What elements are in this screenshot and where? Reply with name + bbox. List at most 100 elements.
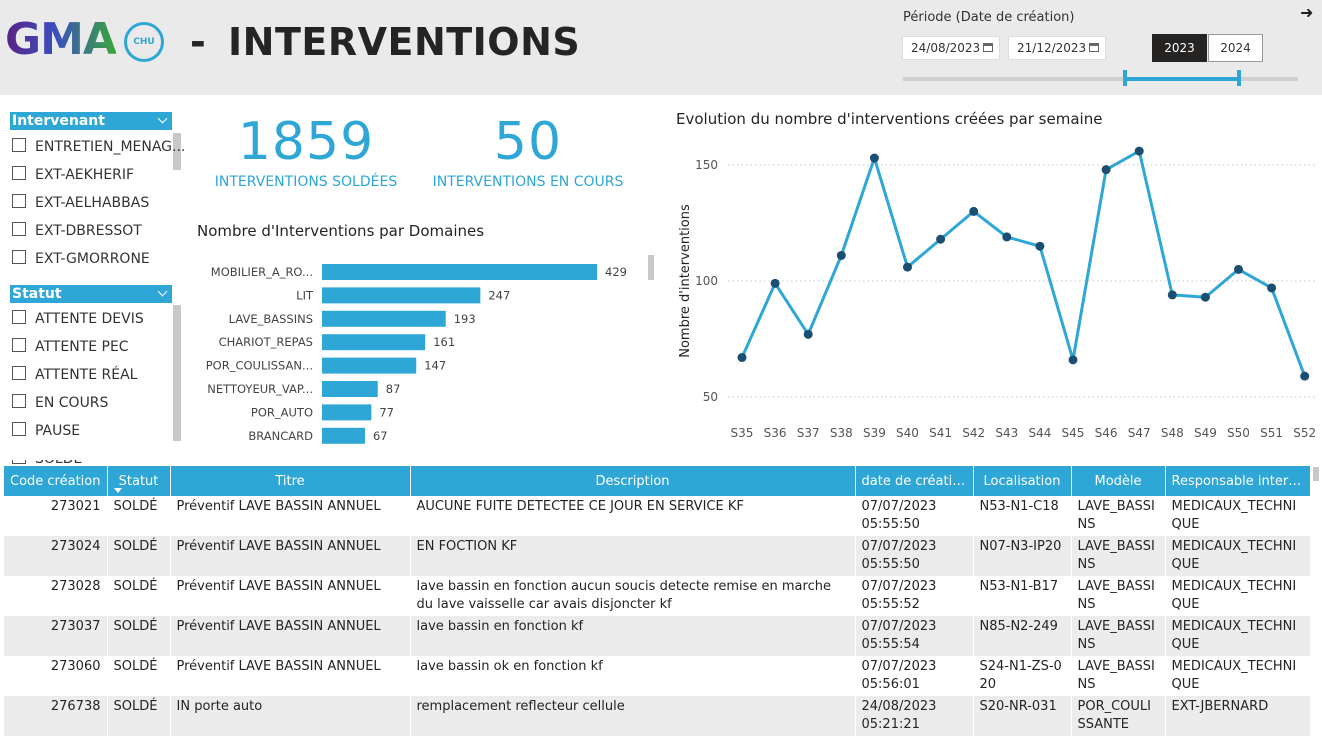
column-header[interactable]: Localisation bbox=[973, 466, 1072, 496]
table-row[interactable]: 276738 SOLDÉ IN porte auto remplacement ref… bbox=[4, 696, 1311, 736]
date-end[interactable]: 21/12/2023 bbox=[1008, 36, 1106, 60]
line-marker[interactable] bbox=[903, 262, 912, 272]
page-title: INTERVENTIONS bbox=[228, 20, 581, 64]
bar[interactable] bbox=[322, 310, 446, 327]
line-marker[interactable] bbox=[1002, 232, 1012, 242]
column-header[interactable]: Modèle bbox=[1071, 466, 1166, 496]
y-tick-label: 100 bbox=[695, 274, 718, 288]
column-header[interactable]: Responsable interve... bbox=[1165, 466, 1311, 496]
bar-chart: Nombre d'Interventions par Domaines MOBIL… bbox=[197, 222, 627, 444]
line-marker[interactable] bbox=[1167, 290, 1177, 300]
line-marker[interactable] bbox=[1234, 264, 1243, 274]
slider-track[interactable] bbox=[903, 77, 1298, 81]
filter-item[interactable]: EXT-AEKHERIF bbox=[12, 166, 134, 183]
table-cell: LAVE_BASSINS bbox=[1071, 576, 1166, 616]
bar[interactable] bbox=[322, 427, 365, 444]
slider-handle[interactable] bbox=[1123, 70, 1127, 86]
filter-header[interactable]: Intervenant bbox=[10, 112, 172, 130]
column-header[interactable]: date de création bbox=[855, 466, 974, 496]
bar-label: LIT bbox=[296, 288, 314, 302]
bar[interactable] bbox=[322, 287, 481, 304]
line-marker[interactable] bbox=[1035, 241, 1045, 251]
checkbox[interactable] bbox=[12, 250, 26, 264]
year-button[interactable]: 2023 bbox=[1152, 34, 1207, 62]
export-icon[interactable]: ➜ bbox=[1300, 3, 1314, 22]
table-cell: 273037 bbox=[4, 616, 108, 656]
table-row[interactable]: 273037 SOLDÉ Préventif LAVE BASSIN ANNUEL l… bbox=[4, 616, 1311, 656]
line-marker[interactable] bbox=[1200, 292, 1210, 302]
x-tick-label: S44 bbox=[1028, 426, 1051, 440]
checkbox[interactable] bbox=[12, 222, 26, 236]
checkbox[interactable] bbox=[12, 166, 26, 180]
chart-title: Evolution du nombre d'interventions créé… bbox=[676, 110, 1102, 128]
line-marker[interactable] bbox=[803, 329, 813, 339]
table-row[interactable]: 273021 SOLDÉ Préventif LAVE BASSIN ANNUEL A… bbox=[4, 496, 1311, 536]
line-marker[interactable] bbox=[737, 353, 747, 363]
column-header[interactable]: Titre bbox=[170, 466, 411, 496]
table-cell: MEDICAUX_TECHNIQUE bbox=[1165, 536, 1311, 576]
filter-item[interactable]: ATTENTE DEVIS bbox=[12, 310, 144, 327]
line-marker[interactable] bbox=[936, 234, 946, 244]
table-row[interactable]: 273028 SOLDÉ Préventif LAVE BASSIN ANNUEL l… bbox=[4, 576, 1311, 616]
checkbox[interactable] bbox=[12, 138, 26, 152]
slider-handle[interactable] bbox=[1237, 70, 1241, 86]
scrollbar[interactable] bbox=[173, 305, 181, 441]
date-start[interactable]: 24/08/2023 bbox=[902, 36, 1000, 60]
line-marker[interactable] bbox=[1134, 146, 1144, 156]
title-dash: - bbox=[190, 20, 206, 64]
x-tick-label: S37 bbox=[797, 426, 820, 440]
line-marker[interactable] bbox=[1300, 371, 1310, 381]
table-cell: SOLDÉ bbox=[107, 496, 171, 536]
column-header[interactable]: Description bbox=[410, 466, 856, 496]
line-marker[interactable] bbox=[1267, 283, 1277, 293]
table-cell: 07/07/2023 05:56:01 bbox=[855, 656, 974, 696]
table-cell: EXT-JBERNARD bbox=[1165, 696, 1311, 736]
checkbox[interactable] bbox=[12, 422, 26, 436]
data-label: 67 bbox=[373, 429, 388, 443]
column-header[interactable]: Code création bbox=[4, 466, 108, 496]
filter-item[interactable]: ENTRETIEN_MENAG... bbox=[12, 138, 185, 155]
table-cell: SOLDÉ bbox=[107, 616, 171, 656]
table-cell: MEDICAUX_TECHNIQUE bbox=[1165, 656, 1311, 696]
filter-item[interactable]: ATTENTE PEC bbox=[12, 338, 129, 355]
filter-item[interactable]: EXT-DBRESSOT bbox=[12, 222, 142, 239]
line-marker[interactable] bbox=[969, 206, 979, 216]
bar[interactable] bbox=[322, 357, 417, 374]
filter-item[interactable]: EXT-AELHABBAS bbox=[12, 194, 149, 211]
line-marker[interactable] bbox=[770, 278, 780, 288]
filter-item[interactable]: EXT-GMORRONE bbox=[12, 250, 150, 267]
y-tick-label: 150 bbox=[695, 158, 718, 172]
table-cell: LAVE_BASSINS bbox=[1071, 496, 1166, 536]
checkbox[interactable] bbox=[12, 194, 26, 208]
line-marker[interactable] bbox=[1068, 355, 1078, 365]
filter-item[interactable]: EN COURS bbox=[12, 394, 108, 411]
table-row[interactable]: 273024 SOLDÉ Préventif LAVE BASSIN ANNUEL E… bbox=[4, 536, 1311, 576]
table-cell: LAVE_BASSINS bbox=[1071, 656, 1166, 696]
checkbox[interactable] bbox=[12, 366, 26, 380]
checkbox[interactable] bbox=[12, 338, 26, 352]
checkbox[interactable] bbox=[12, 310, 26, 324]
year-button[interactable]: 2024 bbox=[1208, 34, 1263, 62]
y-axis-label: Nombre d'interventions bbox=[678, 204, 693, 358]
bar[interactable] bbox=[322, 334, 426, 351]
logo-badge: CHU bbox=[124, 22, 164, 62]
table-row[interactable]: 273060 SOLDÉ Préventif LAVE BASSIN ANNUEL l… bbox=[4, 656, 1311, 696]
line-marker[interactable] bbox=[1101, 165, 1111, 175]
filter-header[interactable]: Statut bbox=[10, 285, 172, 303]
scrollbar[interactable] bbox=[1313, 467, 1319, 481]
line-marker[interactable] bbox=[836, 250, 846, 260]
table-cell: 276738 bbox=[4, 696, 108, 736]
data-label: 161 bbox=[433, 335, 455, 349]
filter-item[interactable]: PAUSE bbox=[12, 422, 80, 439]
line-marker[interactable] bbox=[869, 153, 879, 163]
filter-item[interactable]: ATTENTE RÉAL bbox=[12, 366, 137, 383]
column-header[interactable]: Statut bbox=[107, 466, 171, 496]
table-cell: lave bassin en fonction aucun soucis det… bbox=[410, 576, 856, 616]
bar[interactable] bbox=[322, 264, 597, 280]
scrollbar[interactable] bbox=[173, 133, 181, 170]
checkbox[interactable] bbox=[12, 394, 26, 408]
bar[interactable] bbox=[322, 381, 378, 397]
scrollbar[interactable] bbox=[648, 255, 654, 280]
table-cell: LAVE_BASSINS bbox=[1071, 536, 1166, 576]
bar[interactable] bbox=[322, 404, 372, 421]
